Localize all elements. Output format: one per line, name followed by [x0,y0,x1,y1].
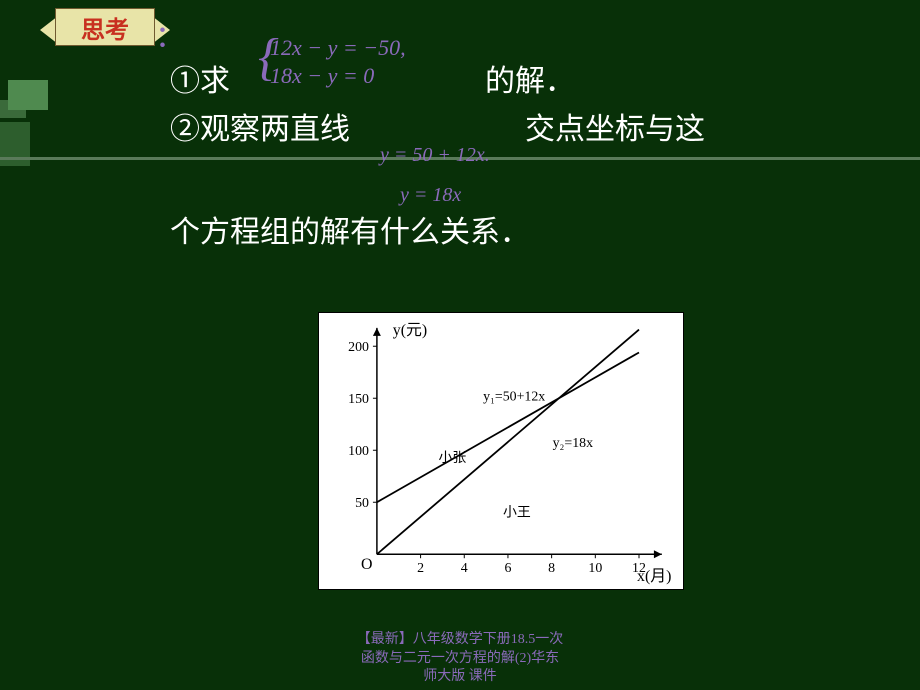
banner-colon: ： [155,12,185,56]
svg-text:小张: 小张 [438,450,466,466]
svg-text:O: O [361,556,372,573]
svg-text:100: 100 [348,444,369,459]
svg-text:8: 8 [548,561,555,576]
svg-text:200: 200 [348,340,369,355]
svg-text:4: 4 [461,561,468,576]
svg-text:50: 50 [355,496,369,511]
chart: 24681012 50100150200 y(元) x(月) O y₁=50+1… [318,312,684,590]
svg-text:x(月): x(月) [637,568,671,585]
svg-text:10: 10 [588,561,602,576]
footer-line-3: 师大版 课件 [0,668,920,686]
banner-label: 思考 [81,10,129,45]
footer-line-1: 【最新】八年级数学下册18.5一次 [0,631,920,649]
line-2: ②观察两直线 交点坐标与这 [170,106,890,154]
line-1: ①求 的解． [170,58,890,106]
footer-line-2: 函数与二元一次方程的解(2)华东 [0,650,920,668]
chart-svg: 24681012 50100150200 y(元) x(月) O y₁=50+1… [319,313,683,589]
svg-text:150: 150 [348,392,369,407]
svg-text:y₁=50+12x: y₁=50+12x [483,389,545,404]
svg-text:6: 6 [504,561,511,576]
svg-text:y(元): y(元) [393,322,427,339]
slide: 思考 ： { 12x − y = −50, 18x − y = 0 y = 50… [0,0,920,690]
svg-text:2: 2 [417,561,424,576]
problem-text: ①求 的解． ②观察两直线 交点坐标与这 个方程组的解有什么关系． [170,58,890,257]
line-3: 个方程组的解有什么关系． [170,209,890,257]
banner-body: 思考 [55,8,155,46]
footer: 【最新】八年级数学下册18.5一次 函数与二元一次方程的解(2)华东 师大版 课… [0,631,920,690]
thinking-banner: 思考 [40,8,170,53]
svg-text:小王: 小王 [503,505,531,521]
svg-text:y₂=18x: y₂=18x [553,436,593,451]
